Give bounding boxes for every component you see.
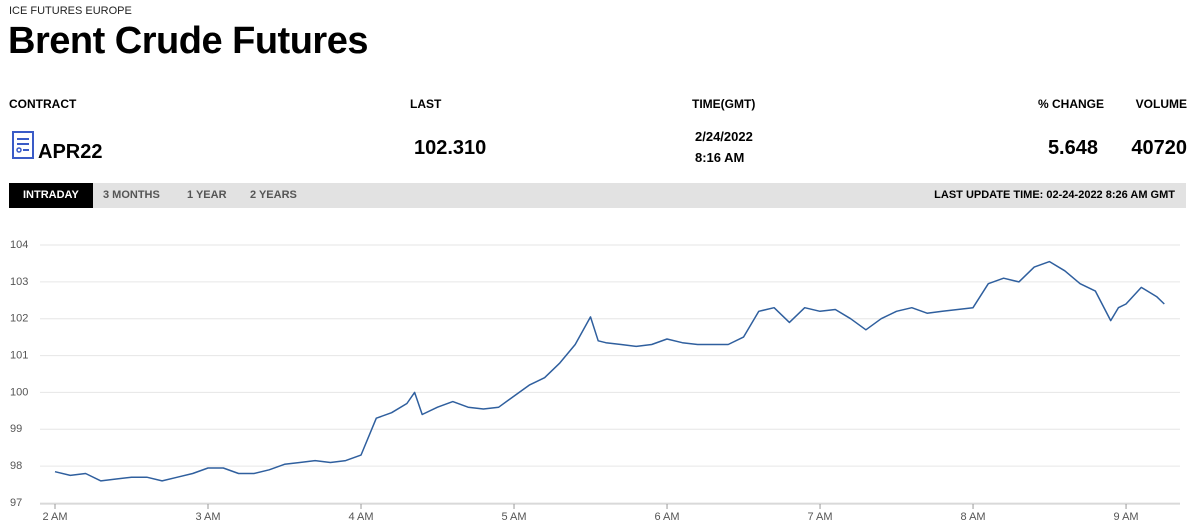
column-label: LAST [410, 97, 442, 111]
tab[interactable]: 1 YEAR [187, 189, 227, 201]
trade-date: 2/24/2022 [695, 129, 753, 144]
x-tick-label: 7 AM [807, 511, 832, 523]
tab[interactable]: 3 MONTHS [103, 189, 160, 201]
page-title: Brent Crude Futures [8, 20, 368, 62]
exchange: ICE FUTURES EUROPE [9, 5, 132, 17]
percent-change: 5.648 [1047, 137, 1098, 159]
y-tick-label: 98 [10, 460, 22, 472]
x-tick-label: 9 AM [1114, 511, 1139, 523]
column-label: % CHANGE [1037, 97, 1104, 111]
y-tick-label: 103 [10, 276, 28, 288]
tab[interactable]: INTRADAY [9, 183, 93, 208]
column-label: VOLUME [1135, 97, 1187, 111]
last-price: 102.310 [414, 137, 487, 159]
contract: APR22 [38, 141, 103, 163]
y-tick-label: 104 [10, 239, 28, 251]
volume: 40720 [1131, 137, 1187, 159]
contract-icon [12, 131, 34, 159]
tab-bar: INTRADAY 3 MONTHS 1 YEAR 2 YEARS LAST UP… [9, 183, 1186, 208]
chart: 97 98 99 100 101 102 103 104 2 AM 3 AM 4 AM 5 AM 6 A… [10, 239, 1180, 523]
y-tick-label: 99 [10, 423, 22, 435]
y-tick-label: 100 [10, 386, 28, 398]
x-tick-label: 5 AM [501, 511, 526, 523]
y-tick-label: 101 [10, 349, 28, 361]
x-tick-label: 8 AM [961, 511, 986, 523]
y-tick-label: 102 [10, 313, 28, 325]
column-label: CONTRACT [9, 97, 77, 111]
trade-time: 8:16 AM [695, 150, 745, 165]
x-tick-label: 6 AM [654, 511, 679, 523]
price-line [54, 260, 1165, 482]
column-label: TIME(GMT) [692, 97, 756, 111]
x-tick-label: 3 AM [195, 511, 220, 523]
last-update: LAST UPDATE TIME: 02-24-2022 8:26 AM GMT [934, 189, 1175, 201]
tab[interactable]: 2 YEARS [250, 189, 297, 201]
x-tick-label: 2 AM [42, 511, 67, 523]
y-tick-label: 97 [10, 497, 22, 509]
x-tick-label: 4 AM [348, 511, 373, 523]
